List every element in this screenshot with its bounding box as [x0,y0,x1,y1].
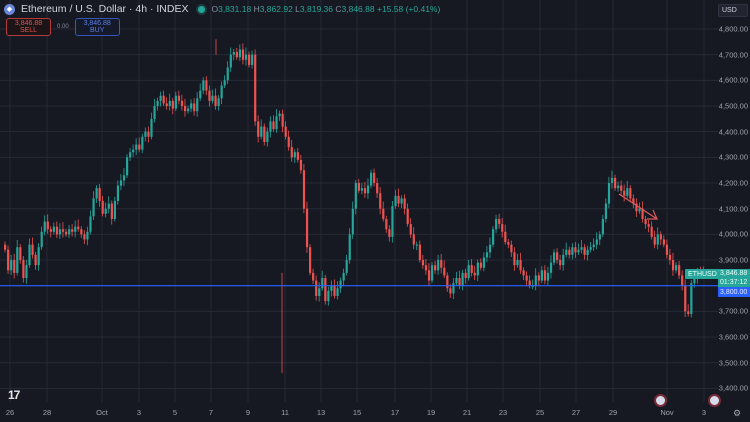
sell-label: SELL [19,27,38,34]
us-flag-event-icon[interactable] [654,394,667,407]
sell-button[interactable]: 3,846.88 SELL [6,18,51,36]
price-tick-label: 3,700.00 [718,306,748,316]
market-status-icon [198,5,206,13]
price-tick-label: 4,400.00 [718,127,748,137]
price-tick-label: 4,500.00 [718,101,748,111]
low-label: L [295,4,300,14]
last-price: 3,846.88 [720,270,748,277]
close-label: C [335,4,342,14]
bar-countdown: 01:37:12 [720,279,748,286]
time-tick-label: 21 [462,408,472,417]
currency-label: USD [722,7,737,14]
symbol-title[interactable]: Ethereum / U.S. Dollar · 4h · INDEX [21,3,189,15]
high-label: H [253,4,260,14]
price-tick-label: 4,800.00 [718,24,748,34]
symbol-tag: ETHUSD [685,269,720,279]
open-value: 3,831.18 [218,4,252,14]
time-tick-label: 27 [571,408,581,417]
time-tick-label: 9 [245,408,251,417]
time-tick-label: 29 [608,408,618,417]
sell-price: 3,846.88 [14,19,43,27]
spread-value: 0.00 [57,24,69,30]
time-tick-label: 5 [172,408,178,417]
price-tick-label: 4,600.00 [718,75,748,85]
price-tick-label: 4,000.00 [718,229,748,239]
low-value: 3,819.36 [299,4,333,14]
time-tick-label: Oct [96,408,108,417]
time-tick-label: 3 [701,408,707,417]
time-tick-label: 7 [208,408,214,417]
currency-selector[interactable]: USD [718,4,748,17]
horizontal-line-tag: 3,800.00 [718,287,750,297]
buy-price: 3,846.88 [83,19,111,27]
open-label: O [211,4,219,14]
us-flag-event-icon[interactable] [708,394,721,407]
ethereum-icon: ◆ [4,3,15,15]
time-tick-label: 3 [136,408,142,417]
price-tick-label: 4,300.00 [718,152,748,162]
time-tick-label: Nov [660,408,674,417]
price-tick-label: 4,200.00 [718,178,748,188]
price-tick-label: 3,500.00 [718,358,748,368]
time-tick-label: 17 [390,408,400,417]
price-tick-label: 3,900.00 [718,255,748,265]
time-tick-label: 15 [352,408,362,417]
last-price-tag: 3,846.88 01:37:12 [718,269,750,287]
change-value: +15.58 (+0.41%) [376,4,441,14]
price-tick-label: 4,700.00 [718,50,748,60]
trade-panel: 3,846.88 SELL 0.00 3,846.88 BUY [6,18,120,36]
price-tick-label: 3,400.00 [718,383,748,393]
ohlc-values: O3,831.18 H3,862.92 L3,819.36 C3,846.88 … [211,4,440,14]
time-tick-label: 13 [316,408,326,417]
time-tick-label: 11 [281,408,289,417]
time-tick-label: 25 [535,408,545,417]
time-tick-label: 26 [5,408,15,417]
buy-label: BUY [89,27,105,34]
time-tick-label: 19 [426,408,436,417]
high-value: 3,862.92 [259,4,293,14]
time-tick-label: 23 [498,408,508,417]
settings-gear-icon[interactable]: ⚙ [733,408,742,418]
time-tick-label: 28 [42,408,52,417]
chart-header: ◆ Ethereum / U.S. Dollar · 4h · INDEX O3… [4,3,440,15]
price-tick-label: 3,600.00 [718,332,748,342]
close-value: 3,846.88 [341,4,375,14]
tradingview-logo-icon[interactable]: 17 [8,388,20,402]
buy-button[interactable]: 3,846.88 BUY [74,18,120,36]
price-tick-label: 4,100.00 [718,204,748,214]
